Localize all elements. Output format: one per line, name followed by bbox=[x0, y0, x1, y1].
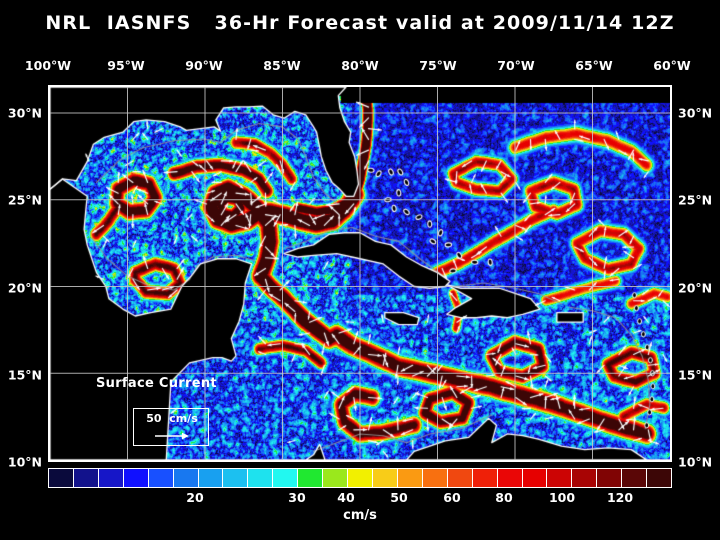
lat-label-left-25n: 25°N bbox=[7, 192, 42, 208]
lat-label-right-25n: 25°N bbox=[678, 192, 713, 208]
colorbar-tick-120: 120 bbox=[606, 490, 634, 505]
colorbar-cell bbox=[49, 469, 74, 487]
colorbar-cell bbox=[497, 469, 523, 487]
lat-label-right-30n: 30°N bbox=[678, 105, 713, 121]
colorbar-tick-80: 80 bbox=[495, 490, 513, 505]
vector-scale-arrow-icon bbox=[155, 432, 189, 440]
lat-label-left-10n: 10°N bbox=[7, 454, 42, 470]
colorbar-cell bbox=[622, 469, 648, 487]
colorbar[interactable] bbox=[48, 468, 672, 488]
colorbar-cell bbox=[323, 469, 349, 487]
colorbar-cell bbox=[397, 469, 423, 487]
lat-label-left-20n: 20°N bbox=[7, 280, 42, 296]
lon-label-70w: 70°W bbox=[497, 58, 535, 73]
vector-scale-label: 50 cm/s bbox=[146, 412, 198, 425]
lon-label-90w: 90°W bbox=[185, 58, 223, 73]
colorbar-tick-20: 20 bbox=[186, 490, 204, 505]
colorbar-cell bbox=[372, 469, 398, 487]
surface-current-map[interactable] bbox=[50, 87, 670, 460]
colorbar-cell bbox=[173, 469, 199, 487]
vector-scale-key: 50 cm/s bbox=[133, 408, 209, 446]
colorbar-cell bbox=[223, 469, 249, 487]
map-panel[interactable] bbox=[48, 85, 672, 462]
lon-label-75w: 75°W bbox=[419, 58, 457, 73]
lon-label-80w: 80°W bbox=[341, 58, 379, 73]
colorbar-tick-30: 30 bbox=[288, 490, 306, 505]
colorbar-cell bbox=[597, 469, 623, 487]
lat-label-left-15n: 15°N bbox=[7, 367, 42, 383]
colorbar-cell bbox=[547, 469, 573, 487]
colorbar-cell bbox=[98, 469, 124, 487]
lat-label-left-30n: 30°N bbox=[7, 105, 42, 121]
colorbar-cell bbox=[298, 469, 324, 487]
page-title: NRL IASNFS 36-Hr Forecast valid at 2009/… bbox=[45, 12, 675, 34]
lon-label-100w: 100°W bbox=[24, 58, 72, 73]
colorbar-tick-50: 50 bbox=[390, 490, 408, 505]
colorbar-tick-60: 60 bbox=[443, 490, 461, 505]
colorbar-unit-label: cm/s bbox=[343, 508, 377, 523]
colorbar-cell bbox=[248, 469, 274, 487]
lon-label-95w: 95°W bbox=[107, 58, 145, 73]
lon-label-60w: 60°W bbox=[653, 58, 691, 73]
lat-label-right-10n: 10°N bbox=[678, 454, 713, 470]
colorbar-cell bbox=[522, 469, 548, 487]
colorbar-cell bbox=[447, 469, 473, 487]
colorbar-cell bbox=[73, 469, 99, 487]
colorbar-tick-100: 100 bbox=[548, 490, 576, 505]
colorbar-cell bbox=[647, 469, 672, 487]
lat-label-right-20n: 20°N bbox=[678, 280, 713, 296]
colorbar-tick-40: 40 bbox=[337, 490, 355, 505]
colorbar-cell bbox=[273, 469, 299, 487]
colorbar-cell bbox=[422, 469, 448, 487]
colorbar-cell bbox=[198, 469, 224, 487]
lon-label-85w: 85°W bbox=[263, 58, 301, 73]
colorbar-cell bbox=[123, 469, 149, 487]
colorbar-cell bbox=[148, 469, 174, 487]
lat-label-right-15n: 15°N bbox=[678, 367, 713, 383]
lon-label-65w: 65°W bbox=[575, 58, 613, 73]
colorbar-cell bbox=[348, 469, 373, 487]
colorbar-cell bbox=[472, 469, 498, 487]
surface-current-label: Surface Current bbox=[96, 376, 217, 391]
colorbar-cell bbox=[572, 469, 598, 487]
